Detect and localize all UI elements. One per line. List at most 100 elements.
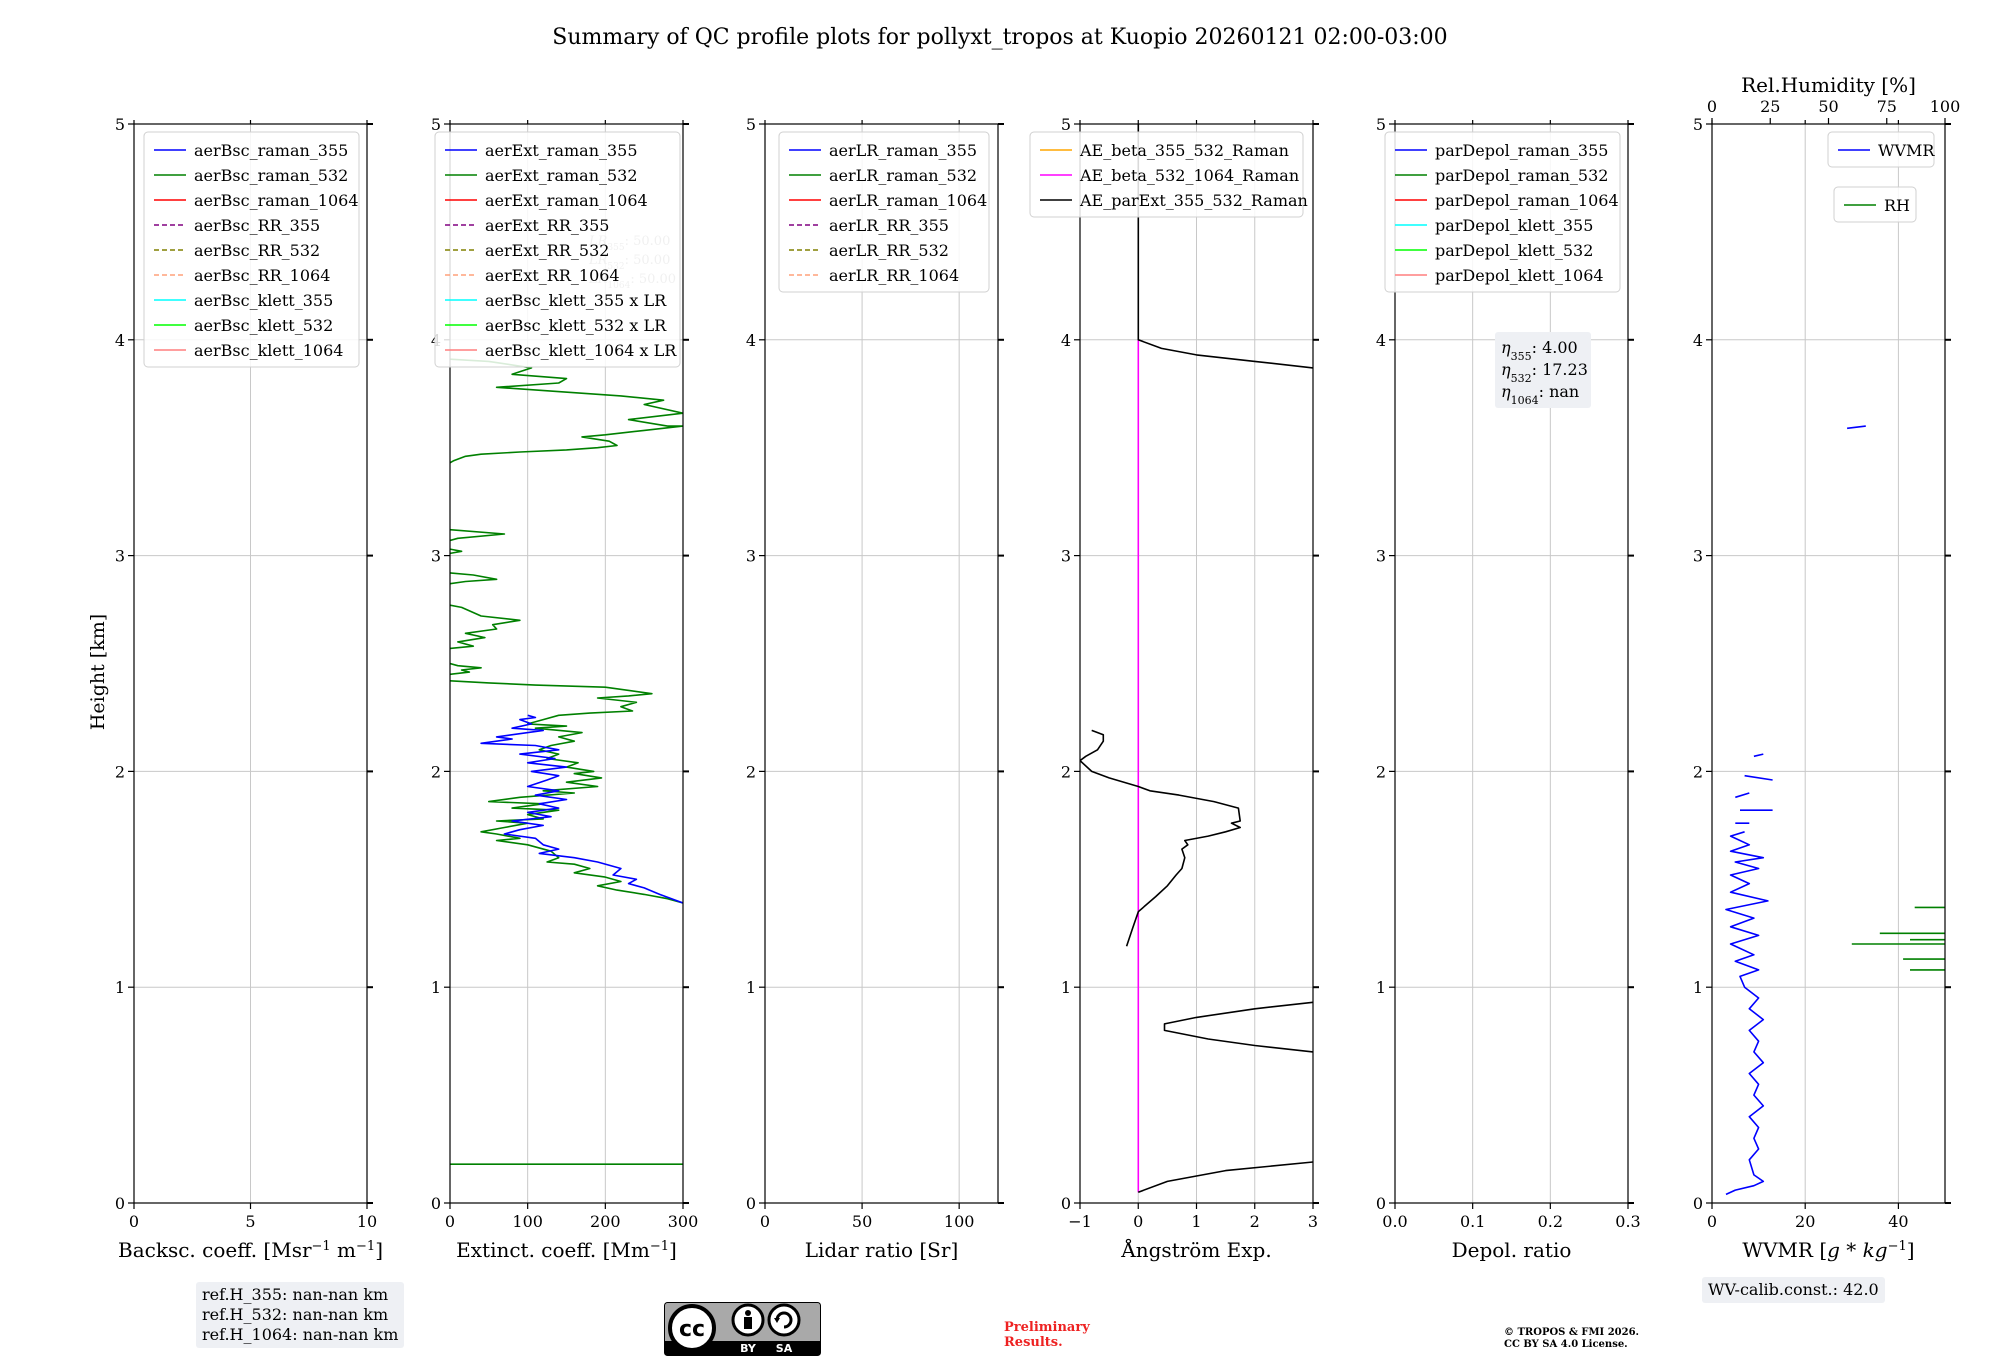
cc-by-sa-license-badge: cc BY SA xyxy=(664,1302,821,1356)
x-axis-label: Lidar ratio [Sr] xyxy=(805,1238,959,1262)
x-axis-label: WVMR [g * kg−1] xyxy=(1742,1238,1914,1262)
legend-label: parDepol_klett_532 xyxy=(1435,241,1593,260)
legend-label: aerLR_RR_532 xyxy=(829,241,949,260)
x-tick-label: 2 xyxy=(1250,1212,1260,1231)
x-tick-label: 50 xyxy=(852,1212,872,1231)
x-tick-label: 100 xyxy=(512,1212,543,1231)
x2-tick-label: 0 xyxy=(1707,97,1717,116)
legend-label: parDepol_raman_532 xyxy=(1435,166,1608,185)
legend-frame xyxy=(778,131,990,293)
legend-label: RH xyxy=(1884,196,1910,215)
y-tick-label: 5 xyxy=(431,115,441,134)
legend-label: aerExt_RR_532 xyxy=(485,241,609,260)
ref-height-1064: ref.H_1064: nan-nan km xyxy=(202,1325,399,1344)
preliminary-line-2: Results. xyxy=(1004,1335,1063,1350)
legend-label: aerBsc_RR_355 xyxy=(194,216,320,235)
y-tick-label: 0 xyxy=(746,1194,756,1213)
series-aerExt_raman_355 xyxy=(480,714,683,904)
eta-note: η355: 4.00 xyxy=(1501,338,1578,363)
x-tick-label: 0.1 xyxy=(1460,1212,1485,1231)
x-tick-label: 40 xyxy=(1888,1212,1908,1231)
y-tick-label: 1 xyxy=(1376,978,1386,997)
legend-label: aerBsc_raman_1064 xyxy=(194,191,359,210)
legend-label: aerBsc_klett_1064 xyxy=(194,341,343,360)
eta-box xyxy=(1495,332,1591,408)
legend-frame xyxy=(1827,131,1935,168)
y-tick-label: 0 xyxy=(1376,1194,1386,1213)
x-tick-label: 0.2 xyxy=(1538,1212,1563,1231)
x-tick-label: 1 xyxy=(1191,1212,1201,1231)
x-tick-label: 20 xyxy=(1795,1212,1815,1231)
copyright-line-1: © TROPOS & FMI 2026. xyxy=(1504,1327,1640,1338)
by-label: BY xyxy=(740,1342,757,1355)
y-tick-label: 3 xyxy=(1693,547,1703,566)
y-tick-label: 5 xyxy=(115,115,125,134)
reference-height-box: ref.H_355: nan-nan km ref.H_532: nan-nan… xyxy=(196,1282,405,1348)
legend: AE_beta_355_532_Raman AE_beta_532_1064_Ra… xyxy=(1029,131,1308,218)
legend-label: aerBsc_klett_355 xyxy=(194,291,333,310)
x2-tick-label: 50 xyxy=(1818,97,1838,116)
legend-frame xyxy=(434,131,681,368)
y-tick-label: 3 xyxy=(431,547,441,566)
y-tick-label: 0 xyxy=(431,1194,441,1213)
y-tick-label: 3 xyxy=(1376,547,1386,566)
legend-label: AE_beta_532_1064_Raman xyxy=(1079,166,1299,185)
series-WVMR xyxy=(1725,425,1866,1196)
legend-label: aerExt_raman_1064 xyxy=(485,191,648,210)
x-tick-label: 5 xyxy=(245,1212,255,1231)
wv-calibration-box: WV-calib.const.: 42.0 xyxy=(1702,1277,1885,1303)
y-tick-label: 2 xyxy=(1376,762,1386,781)
legend-rh: RH xyxy=(1833,186,1917,223)
panel-dep: 0 1 2 3 4 5 0.0 0.1 0.2 0.3 Depol. ratio η355: 4.00… xyxy=(1376,115,1641,1262)
data-layer xyxy=(1725,425,1945,1196)
sa-label: SA xyxy=(776,1342,793,1355)
data-layer xyxy=(1080,124,1313,1193)
x-axis-label: Ångström Exp. xyxy=(1120,1237,1271,1262)
legend: WVMR xyxy=(1827,131,1935,168)
legend: aerLR_raman_355 aerLR_raman_532 aerLR_rama… xyxy=(778,131,990,293)
y-axis-label: Height [km] xyxy=(87,614,109,730)
ref-height-355: ref.H_355: nan-nan km xyxy=(202,1285,389,1304)
y-tick-label: 4 xyxy=(746,331,756,350)
legend: aerBsc_raman_355 aerBsc_raman_532 aerBsc_r… xyxy=(143,131,360,368)
legend: aerExt_raman_355 aerExt_raman_532 aerExt_r… xyxy=(434,131,681,368)
data-layer xyxy=(450,358,683,1165)
legend-label: parDepol_klett_355 xyxy=(1435,216,1593,235)
figure-title: Summary of QC profile plots for pollyxt_… xyxy=(552,25,1447,50)
legend-label: aerLR_raman_355 xyxy=(829,141,977,160)
legend-label: aerLR_raman_532 xyxy=(829,166,977,185)
y-tick-label: 5 xyxy=(1061,115,1071,134)
x-tick-label: 0.3 xyxy=(1615,1212,1640,1231)
y-tick-label: 4 xyxy=(1693,331,1703,350)
x-tick-label: 3 xyxy=(1308,1212,1318,1231)
legend-label: aerExt_RR_355 xyxy=(485,216,609,235)
x-tick-label: 300 xyxy=(668,1212,699,1231)
eta-note: η1064: nan xyxy=(1501,382,1579,407)
x-tick-label: 200 xyxy=(590,1212,621,1231)
legend-label: aerBsc_raman_532 xyxy=(194,166,348,185)
share-alike-icon xyxy=(767,1303,801,1337)
x-tick-label: 0.0 xyxy=(1382,1212,1407,1231)
copyright-note: © TROPOS & FMI 2026. CC BY SA 4.0 Licens… xyxy=(1504,1327,1639,1351)
x-tick-label: 10 xyxy=(357,1212,377,1231)
legend-frame xyxy=(1384,131,1621,293)
axes-frame xyxy=(1394,123,1629,1204)
wv-calib-const: WV-calib.const.: 42.0 xyxy=(1708,1280,1879,1299)
axes-frame xyxy=(449,123,684,1204)
legend-label: aerBsc_klett_532 x LR xyxy=(485,316,667,335)
legend-label: parDepol_raman_355 xyxy=(1435,141,1608,160)
legend-label: AE_parExt_355_532_Raman xyxy=(1079,191,1308,210)
ref-height-532: ref.H_532: nan-nan km xyxy=(202,1305,389,1324)
y-tick-label: 2 xyxy=(115,762,125,781)
y-tick-label: 1 xyxy=(431,978,441,997)
legend-frame xyxy=(1029,131,1304,218)
y-tick-label: 0 xyxy=(1693,1194,1703,1213)
legend-label: aerBsc_raman_355 xyxy=(194,141,348,160)
legend-label: aerBsc_RR_1064 xyxy=(194,266,330,285)
y-tick-label: 2 xyxy=(1693,762,1703,781)
y-tick-label: 5 xyxy=(746,115,756,134)
